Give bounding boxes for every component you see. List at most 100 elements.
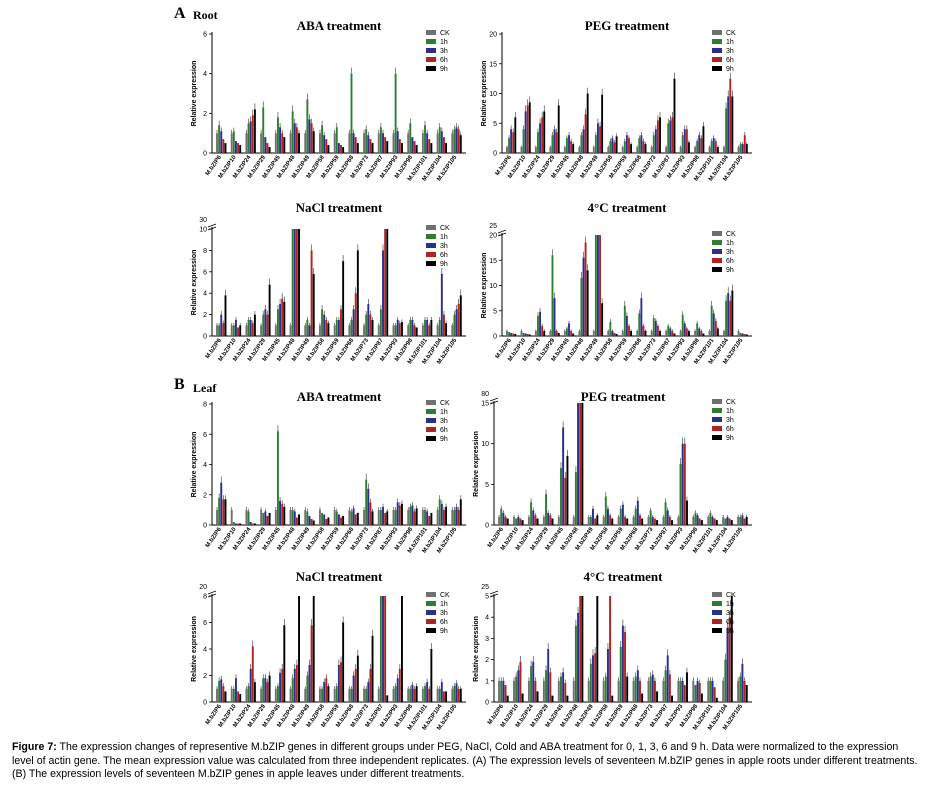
root-aba-ytick-label: 0 bbox=[203, 151, 207, 158]
root-peg-legend-swatch bbox=[712, 66, 722, 71]
root-cold-ytick-label: 5 bbox=[493, 308, 497, 315]
root-aba-bar bbox=[392, 133, 395, 153]
root-nacl-bar bbox=[369, 314, 372, 336]
root-nacl-bar bbox=[224, 295, 227, 336]
root-aba-bar bbox=[293, 123, 296, 153]
leaf-cold-bar bbox=[621, 625, 624, 702]
leaf-peg-chart: PEG treatment Relative expression 0 5 10 15 80… bbox=[473, 389, 752, 554]
root-cold-bar bbox=[584, 242, 587, 336]
leaf-nacl-ytick-label-top: 20 bbox=[199, 584, 207, 591]
root-cold-ytick-label: 0 bbox=[493, 334, 497, 341]
root-cold-bar bbox=[710, 305, 713, 336]
root-cold-bar bbox=[586, 270, 589, 336]
leaf-peg-bar bbox=[542, 516, 545, 525]
root-cold-bar bbox=[557, 332, 560, 336]
root-aba-bar bbox=[350, 73, 353, 153]
root-aba-bar bbox=[421, 133, 424, 153]
root-peg-bar bbox=[683, 129, 686, 153]
root-nacl-bar bbox=[251, 323, 254, 336]
leaf-cold-legend-label: 3h bbox=[726, 610, 734, 617]
leaf-nacl-bar bbox=[321, 688, 324, 702]
leaf-cold-bar bbox=[737, 680, 740, 702]
root-peg-bar bbox=[636, 147, 639, 153]
leaf-peg-bar bbox=[621, 504, 624, 525]
root-peg-bar bbox=[528, 102, 531, 153]
root-aba-bar bbox=[306, 99, 309, 153]
root-peg-legend-swatch bbox=[712, 30, 722, 35]
leaf-aba-bar bbox=[426, 511, 429, 525]
leaf-nacl-bar bbox=[235, 678, 237, 702]
root-aba-bar bbox=[443, 137, 445, 153]
leaf-cold-bar bbox=[513, 680, 515, 702]
root-aba-bar bbox=[371, 143, 374, 153]
leaf-cold-bar bbox=[730, 596, 733, 702]
leaf-peg-bar bbox=[651, 516, 654, 525]
panel-b-tissue: Leaf bbox=[193, 381, 217, 395]
leaf-cold-bar bbox=[649, 676, 652, 702]
leaf-cold-bar bbox=[726, 627, 729, 702]
root-nacl-bar bbox=[253, 314, 256, 336]
leaf-aba-bar bbox=[295, 517, 298, 525]
root-peg-bar bbox=[696, 141, 699, 153]
leaf-nacl-bar bbox=[356, 655, 359, 703]
leaf-aba-bar bbox=[277, 431, 279, 525]
root-peg-bar bbox=[640, 135, 643, 153]
leaf-aba-bar bbox=[237, 523, 240, 525]
leaf-cold-bar bbox=[664, 670, 667, 702]
root-peg-bar bbox=[694, 147, 697, 153]
leaf-peg-bar bbox=[604, 496, 607, 525]
leaf-aba-bar bbox=[409, 506, 412, 525]
leaf-peg-bar bbox=[536, 518, 539, 525]
leaf-nacl-legend-swatch bbox=[426, 592, 436, 597]
leaf-peg-bar bbox=[617, 516, 620, 525]
leaf-aba-bar bbox=[421, 509, 424, 526]
leaf-nacl-bar bbox=[392, 688, 395, 702]
leaf-cold-bar bbox=[564, 682, 567, 702]
root-aba-bar bbox=[220, 131, 223, 153]
root-cold-bar bbox=[731, 290, 734, 336]
root-aba-bar bbox=[377, 133, 380, 153]
root-aba-legend-label: 6h bbox=[440, 57, 448, 64]
root-aba-bar bbox=[304, 133, 307, 153]
root-nacl-bar bbox=[342, 261, 345, 336]
leaf-peg-bar bbox=[515, 518, 518, 525]
leaf-peg-bar bbox=[641, 518, 644, 525]
leaf-aba-bar bbox=[260, 509, 263, 526]
leaf-aba-bar bbox=[262, 512, 265, 525]
root-aba-bar bbox=[262, 107, 265, 153]
leaf-cold-bar bbox=[694, 685, 697, 702]
leaf-cold-bar bbox=[609, 596, 612, 702]
root-nacl-bar bbox=[325, 319, 328, 336]
leaf-peg-legend-swatch bbox=[712, 408, 722, 413]
root-cold-bar bbox=[665, 330, 668, 336]
root-aba-bar bbox=[424, 125, 426, 153]
leaf-aba-bar bbox=[323, 514, 326, 525]
leaf-peg-legend-label: 6h bbox=[726, 426, 734, 433]
root-cold-bar bbox=[555, 330, 558, 336]
root-peg-bar bbox=[522, 129, 525, 153]
leaf-nacl-bar bbox=[281, 668, 284, 703]
leaf-peg-bar bbox=[677, 516, 680, 525]
root-aba-bar bbox=[451, 133, 454, 153]
root-aba-bar bbox=[308, 119, 311, 153]
root-nacl-bar bbox=[438, 319, 441, 336]
root-aba-bar bbox=[337, 143, 340, 153]
leaf-nacl-bar bbox=[220, 679, 223, 702]
leaf-aba-bar bbox=[216, 509, 218, 526]
leaf-cold-legend-label: 6h bbox=[726, 619, 734, 626]
leaf-cold-bar bbox=[579, 596, 582, 702]
leaf-nacl-legend-swatch bbox=[426, 601, 436, 606]
root-cold-bar bbox=[580, 277, 583, 336]
leaf-cold-bar bbox=[722, 680, 725, 702]
root-cold-chart: 4°C treatment Relative expression 0 5 10 15 20… bbox=[481, 200, 752, 365]
leaf-cold-bar bbox=[619, 646, 622, 702]
root-cold-bar bbox=[640, 298, 643, 337]
root-nacl-bar bbox=[443, 314, 445, 336]
root-cold-bar bbox=[743, 333, 746, 336]
root-nacl-bar bbox=[394, 325, 397, 336]
root-cold-legend-swatch bbox=[712, 240, 722, 245]
root-cold-bar bbox=[681, 314, 684, 336]
leaf-cold-bar bbox=[632, 680, 635, 702]
leaf-peg-bar bbox=[549, 515, 552, 525]
leaf-cold-bar bbox=[636, 670, 639, 702]
